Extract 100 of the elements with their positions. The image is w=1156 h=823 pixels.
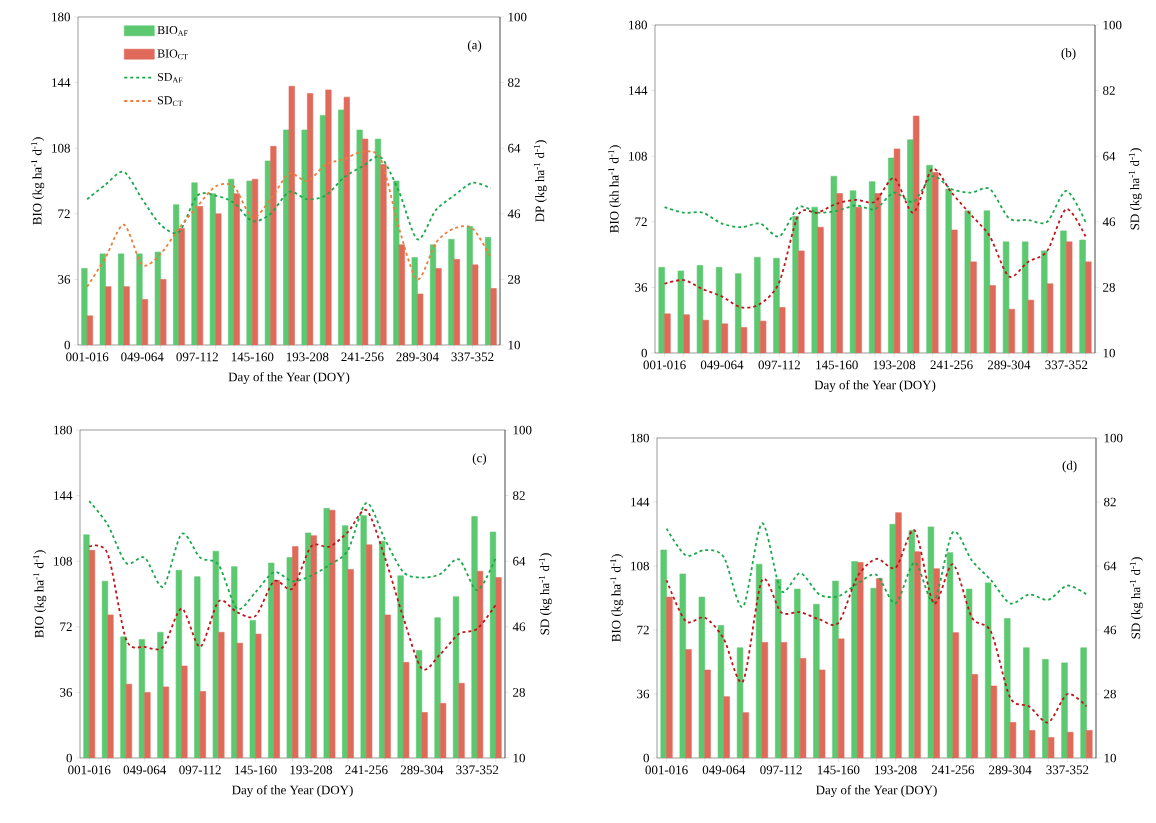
y2-axis-title: SD (kg ha$^{-1}$ d$^{-1}$) — [538, 553, 552, 635]
line-series — [663, 168, 1087, 309]
y-tick-label: 180 — [54, 425, 72, 435]
line-series — [86, 150, 492, 288]
legend-label: BIO$_{AF}$ — [157, 26, 188, 36]
y-axis-title: BIO (kg ha$^{-1}$ d$^{-1}$) — [33, 550, 47, 638]
line-series — [86, 156, 492, 241]
y-tick-label: 108 — [52, 143, 70, 153]
y-tick-label: 36 — [60, 688, 73, 697]
x-tick-label: 097-112 — [176, 352, 218, 362]
x-tick-label: 193-208 — [290, 765, 333, 775]
y2-tick-label: 28 — [513, 688, 525, 697]
y2-tick-label: 28 — [1104, 689, 1116, 699]
y-tick-label: 180 — [631, 433, 649, 443]
x-tick-label: 337-352 — [451, 352, 494, 362]
y-tick-label: 180 — [629, 20, 647, 30]
y2-tick-label: 82 — [513, 491, 525, 500]
x-tick-label: 145-160 — [817, 765, 860, 775]
x-tick-label: 145-160 — [816, 360, 858, 370]
y2-tick-label: 46 — [512, 622, 526, 632]
annotation: (c) — [472, 453, 487, 465]
x-tick-label: 241-256 — [345, 765, 388, 775]
y-axis-title: BIO (kg ha$^{-1}$ d$^{-1}$) — [610, 554, 624, 642]
x-tick-label: 001-016 — [68, 765, 111, 775]
bar — [1022, 241, 1029, 353]
y2-tick-label: 82 — [508, 78, 520, 87]
x-tick-label: 049-064 — [702, 765, 746, 775]
y2-tick-label: 10 — [1104, 753, 1116, 763]
x-axis-title: Day of the Year (DOY) — [814, 380, 936, 393]
y-axis-title: BIO (kg ha$^{-1}$ d$^{-1}$) — [31, 137, 45, 225]
bar — [658, 267, 665, 353]
y-tick-label: 108 — [631, 561, 649, 571]
y2-tick-label: 46 — [507, 209, 521, 219]
x-tick-label: 049-064 — [700, 360, 744, 370]
y2-tick-label: 28 — [1103, 283, 1115, 292]
y-tick-label: 0 — [641, 348, 647, 358]
y2-axis-title: SD (kg ha$^{-1}$ d$^{-1}$) — [1128, 148, 1142, 230]
bar — [715, 267, 723, 353]
annotation: (b) — [1061, 48, 1076, 60]
y-tick-label: 0 — [643, 753, 649, 763]
y-tick-label: 144 — [629, 86, 648, 95]
x-tick-label: 193-208 — [286, 352, 329, 362]
x-tick-label: 049-064 — [121, 352, 164, 362]
y-tick-label: 0 — [64, 340, 70, 350]
x-tick-label: 193-208 — [873, 360, 916, 370]
y2-tick-label: 46 — [1102, 217, 1116, 227]
y2-tick-label: 82 — [1104, 497, 1116, 507]
y2-tick-label: 64 — [1104, 561, 1117, 571]
y-tick-label: 144 — [52, 78, 71, 87]
x-tick-label: 049-064 — [123, 765, 167, 775]
x-tick-label: 097-112 — [179, 765, 221, 775]
x-tick-label: 097-112 — [760, 765, 802, 775]
y-tick-label: 108 — [629, 151, 647, 161]
y2-axis-title: DP (kg ha$^{-1}$ d$^{-1}$) — [533, 140, 547, 222]
x-tick-label: 241-256 — [341, 352, 384, 362]
y2-tick-label: 64 — [1103, 151, 1116, 161]
y2-tick-label: 10 — [508, 340, 520, 350]
y-tick-label: 72 — [60, 622, 72, 632]
y2-tick-label: 100 — [513, 425, 532, 435]
x-tick-label: 289-304 — [987, 360, 1031, 370]
bar — [1002, 241, 1010, 353]
y2-tick-label: 46 — [1103, 625, 1117, 635]
y-tick-label: 144 — [631, 497, 650, 507]
x-tick-label: 337-352 — [456, 765, 499, 775]
bar — [735, 273, 742, 353]
y2-tick-label: 100 — [508, 12, 527, 22]
y-tick-label: 36 — [58, 275, 71, 284]
annotation: (a) — [467, 40, 482, 52]
y-tick-label: 72 — [637, 625, 649, 635]
y-tick-label: 144 — [54, 491, 73, 500]
bar — [696, 265, 704, 353]
legend-label: BIO$_{CT}$ — [157, 49, 188, 60]
legend-label: SD$_{CT}$ — [157, 96, 183, 107]
x-tick-label: 289-304 — [989, 765, 1032, 775]
y2-tick-label: 100 — [1104, 433, 1123, 443]
bar — [1041, 250, 1048, 353]
x-axis-title: Day of the Year (DOY) — [816, 785, 937, 798]
line-series — [663, 175, 1087, 238]
y2-axis-title: SD (kg ha$^{-1}$ d$^{-1}$) — [1129, 557, 1143, 639]
bar — [907, 139, 914, 353]
y-tick-label: 72 — [635, 217, 647, 227]
y2-tick-label: 82 — [1103, 86, 1115, 95]
y2-tick-label: 28 — [508, 275, 520, 284]
bar — [1079, 239, 1086, 353]
y2-tick-label: 64 — [513, 556, 526, 566]
bar — [754, 257, 761, 353]
y-tick-label: 0 — [66, 753, 72, 763]
x-tick-label: 145-160 — [235, 765, 277, 775]
bar — [983, 210, 991, 353]
x-tick-label: 001-016 — [643, 360, 686, 370]
line-series — [88, 500, 497, 610]
x-tick-label: 145-160 — [231, 352, 274, 362]
x-axis-title: Day of the Year (DOY) — [232, 785, 353, 798]
x-tick-label: 337-352 — [1045, 360, 1088, 370]
y-tick-label: 36 — [635, 283, 648, 292]
y2-tick-label: 10 — [513, 753, 525, 763]
bar — [677, 270, 684, 353]
x-tick-label: 289-304 — [396, 352, 439, 362]
y-tick-label: 36 — [637, 689, 650, 699]
y-tick-label: 72 — [58, 209, 70, 219]
